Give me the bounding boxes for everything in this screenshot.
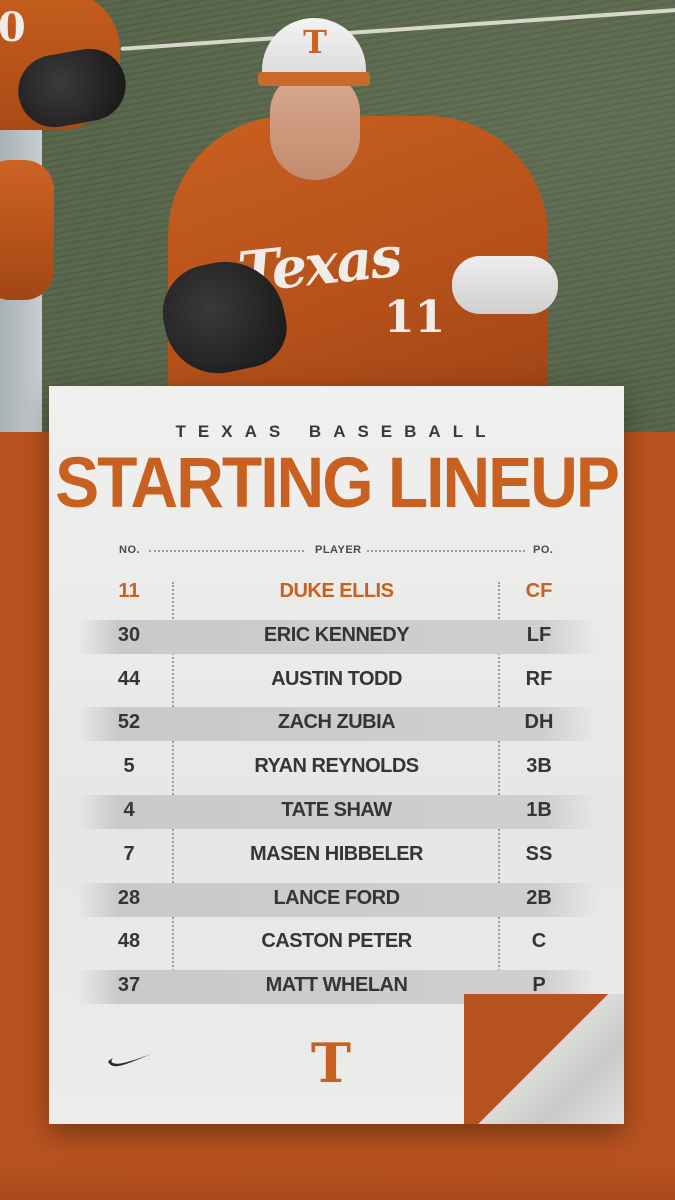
player-number: 30 bbox=[117, 623, 141, 646]
player-number: 4 bbox=[123, 799, 135, 821]
row-stripe bbox=[77, 707, 597, 742]
lineup-row: 48 CASTON PETER C bbox=[49, 922, 624, 966]
player-name: TATE SHAW bbox=[281, 799, 392, 821]
card-title: STARTING LINEUP bbox=[55, 442, 620, 522]
column-divider-left bbox=[172, 582, 174, 994]
player-name: LANCE FORD bbox=[273, 886, 400, 909]
player-name: ERIC KENNEDY bbox=[263, 623, 410, 646]
nike-swoosh-icon bbox=[108, 1054, 151, 1067]
column-header-number: NO. bbox=[119, 544, 141, 556]
player-number: 52 bbox=[117, 711, 141, 734]
player-position: C bbox=[531, 930, 547, 953]
player-position: 2B bbox=[526, 886, 552, 909]
row-stripe bbox=[77, 882, 597, 917]
player-name: ZACH ZUBIA bbox=[277, 711, 396, 734]
field-chalk-line bbox=[120, 5, 675, 51]
cap-brim bbox=[258, 72, 370, 86]
column-divider-right bbox=[498, 582, 500, 994]
lineup-card: TEXAS BASEBALL STARTING LINEUP NO. PLAYE… bbox=[49, 386, 624, 1124]
header-dots-left bbox=[149, 550, 304, 552]
player-number: 11 bbox=[118, 580, 140, 602]
player-number: 48 bbox=[117, 930, 141, 953]
player-position: 3B bbox=[526, 755, 552, 778]
teammate-jersey-number: 30 bbox=[0, 4, 26, 51]
lineup-row: 5 RYAN REYNOLDS 3B bbox=[49, 747, 624, 791]
arm-sleeve bbox=[452, 256, 558, 314]
card-subtitle: TEXAS BASEBALL bbox=[175, 422, 498, 441]
player-name: CASTON PETER bbox=[261, 930, 412, 953]
player-head bbox=[270, 72, 360, 180]
row-stripe bbox=[77, 619, 597, 654]
player-position: P bbox=[532, 974, 546, 997]
player-name: AUSTIN TODD bbox=[271, 667, 402, 690]
player-number: 5 bbox=[123, 755, 135, 778]
lineup-row: 52 ZACH ZUBIA DH bbox=[49, 703, 624, 747]
player-number: 44 bbox=[117, 667, 141, 690]
lineup-row: 44 AUSTIN TODD RF bbox=[49, 660, 624, 704]
player-position: LF bbox=[526, 623, 552, 646]
column-header-player: PLAYER bbox=[315, 544, 362, 556]
row-stripe bbox=[77, 795, 597, 829]
header-dots-right bbox=[367, 550, 525, 552]
player-name: DUKE ELLIS bbox=[279, 580, 394, 602]
player-position: DH bbox=[524, 711, 554, 734]
player-number: 7 bbox=[123, 842, 135, 865]
jersey-number: 11 bbox=[384, 292, 446, 343]
longhorns-t-logo: T bbox=[310, 1031, 352, 1095]
player-number: 28 bbox=[117, 886, 141, 909]
column-header-position: PO. bbox=[533, 544, 554, 556]
lineup-row: 28 LANCE FORD 2B bbox=[49, 879, 624, 923]
cap-logo: T bbox=[303, 23, 327, 61]
player-position: CF bbox=[525, 580, 553, 602]
player-position: RF bbox=[525, 667, 553, 690]
lineup-row: 30 ERIC KENNEDY LF bbox=[49, 616, 624, 660]
lineup-row: 4 TATE SHAW 1B bbox=[49, 791, 624, 835]
player-position: 1B bbox=[526, 799, 552, 821]
page-curl bbox=[464, 994, 624, 1124]
hero-photo: 30 Texas 11 T bbox=[0, 0, 675, 432]
lineup-row: 7 MASEN HIBBELER SS bbox=[49, 835, 624, 879]
player-name: RYAN REYNOLDS bbox=[254, 755, 419, 778]
lineup-row: 11 DUKE ELLIS CF bbox=[49, 572, 624, 616]
teammate-arm bbox=[0, 160, 54, 300]
player-name: MASEN HIBBELER bbox=[249, 842, 424, 865]
player-position: SS bbox=[525, 842, 553, 865]
player-name: MATT WHELAN bbox=[265, 974, 408, 997]
player-number: 37 bbox=[117, 974, 141, 997]
